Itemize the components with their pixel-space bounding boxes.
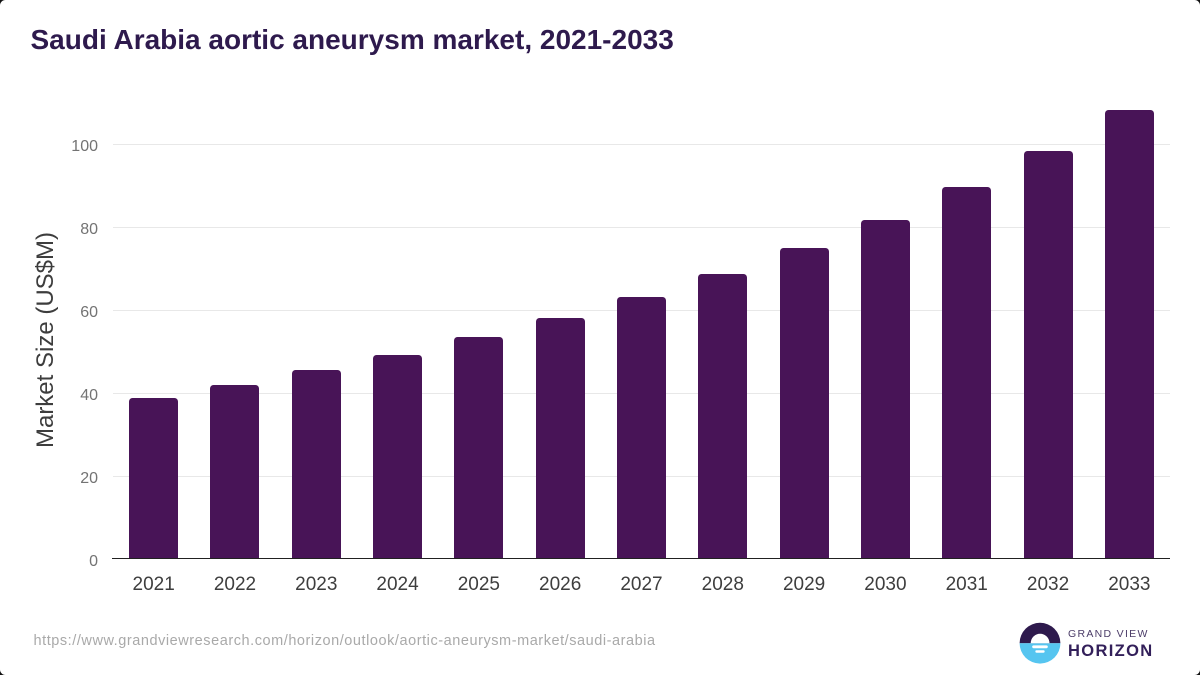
bar-2025 (454, 337, 504, 559)
logo-grand-view-text: GRAND VIEW (1068, 628, 1149, 640)
horizon-sun-icon (1019, 622, 1061, 664)
logo-horizon-text: HORIZON (1068, 642, 1154, 660)
bar-2029 (779, 248, 829, 559)
x-tick-label-2024: 2024 (376, 573, 419, 595)
bar-2030 (860, 219, 910, 559)
x-tick-label-2030: 2030 (864, 573, 907, 595)
x-tick-label-2021: 2021 (132, 573, 175, 595)
y-tick-label-0: 0 (89, 552, 98, 570)
x-tick-label-2022: 2022 (213, 573, 257, 595)
grand-view-horizon-logo: GRAND VIEW HORIZON (1019, 622, 1179, 666)
x-tick-label-2033: 2033 (1108, 573, 1151, 595)
bar-2033 (1104, 110, 1154, 559)
bar-2022 (210, 384, 260, 559)
bar-2027 (617, 297, 666, 559)
x-tick-label-2025: 2025 (457, 573, 501, 595)
x-tick-label-2028: 2028 (701, 573, 744, 595)
source-url: https://www.grandviewresearch.com/horizo… (33, 633, 656, 649)
bar-2024 (373, 355, 423, 559)
x-tick-label-2031: 2031 (945, 573, 988, 595)
y-tick-label-40: 40 (80, 386, 98, 404)
chart-title: Saudi Arabia aortic aneurysm market, 202… (30, 23, 674, 55)
y-tick-label-80: 80 (80, 220, 98, 238)
gridline-100 (113, 143, 1170, 145)
x-tick-label-2023: 2023 (295, 573, 338, 595)
y-tick-label-100: 100 (71, 138, 98, 155)
bar-2032 (1023, 151, 1073, 559)
y-tick-label-60: 60 (80, 303, 98, 321)
y-tick-label-20: 20 (80, 469, 98, 487)
x-tick-label-2029: 2029 (782, 573, 826, 595)
x-tick-label-2027: 2027 (620, 573, 663, 595)
gridline-80 (113, 226, 1170, 228)
bar-2031 (942, 186, 992, 559)
x-tick-label-2032: 2032 (1026, 573, 1070, 595)
bar-2028 (698, 273, 748, 559)
bar-2021 (129, 397, 179, 559)
x-axis-line (112, 557, 1170, 560)
bar-2023 (291, 370, 341, 559)
bar-2026 (535, 318, 585, 559)
x-tick-label-2026: 2026 (539, 573, 582, 595)
